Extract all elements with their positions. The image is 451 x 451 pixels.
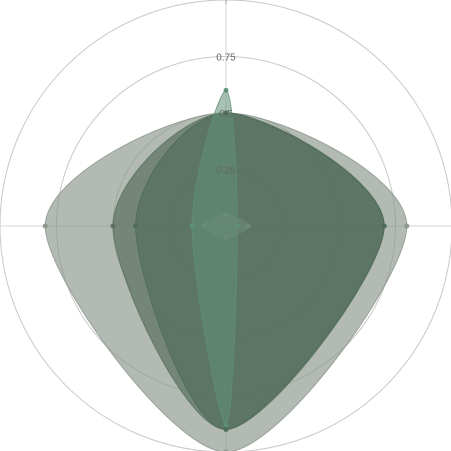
data-point-s4-3 [223,422,229,428]
data-point-s4-2 [234,223,240,229]
radial-tick-label-2: 0.5 [219,109,233,120]
data-point-s1-4 [42,223,48,229]
data-point-s1-2 [404,223,410,229]
data-point-s5-2 [246,223,252,229]
data-point-s5-4 [200,223,206,229]
radar-points [42,87,410,451]
radial-tick-label-1: 0.25 [216,166,236,177]
data-point-s3-2 [381,223,387,229]
data-point-s3-4 [133,223,139,229]
data-point-s4-4 [189,223,195,229]
data-point-s4-1 [223,87,229,93]
data-point-s3-1 [223,110,229,116]
data-point-s3-3 [223,426,229,432]
radial-tick-labels: 0.25 0.5 0.75 [216,53,236,177]
radial-tick-label-3: 0.75 [216,53,236,64]
data-point-s5-1 [223,212,229,218]
radar-series [44,89,408,451]
data-point-s2-4 [110,223,116,229]
data-point-s5-3 [223,234,229,240]
